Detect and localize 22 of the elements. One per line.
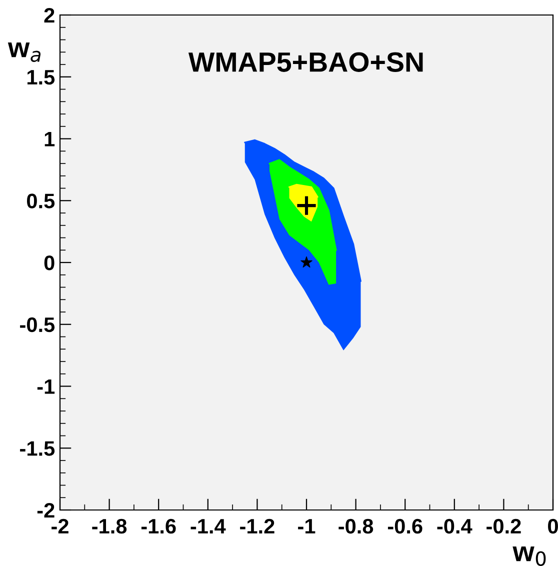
- y-tick-label: -0.5: [20, 317, 55, 332]
- y-tick-label: 2: [44, 8, 54, 23]
- x-tick-label: -0.4: [437, 518, 472, 534]
- y-tick-label: -2: [37, 503, 54, 518]
- y-axis-title: w$_{a}$: [8, 42, 41, 62]
- x-tick-label: -0.8: [338, 518, 374, 534]
- y-tick-label: 1.5: [27, 70, 55, 85]
- x-tick-label: -0.2: [486, 518, 521, 534]
- x-axis-title: w$_{0}$: [512, 546, 546, 566]
- y-tick-label: -1.5: [20, 441, 55, 456]
- x-tick-label: -1: [298, 519, 316, 534]
- y-tick-label: 1: [44, 132, 55, 146]
- y-tick-label: 0.5: [27, 194, 55, 208]
- text: WMAP5+BAO+SN: [188, 52, 423, 72]
- x-tick-label: -1.4: [190, 519, 226, 534]
- y-tick-label: -1: [37, 379, 55, 394]
- x-tick-label: -0.6: [388, 518, 422, 534]
- x-tick-label: -1.2: [240, 518, 274, 534]
- y-tick-label: 0: [44, 256, 54, 270]
- x-tick-label: 0: [548, 518, 558, 534]
- x-tick-label: -1.6: [141, 518, 176, 534]
- x-tick-label: -1.8: [92, 518, 127, 534]
